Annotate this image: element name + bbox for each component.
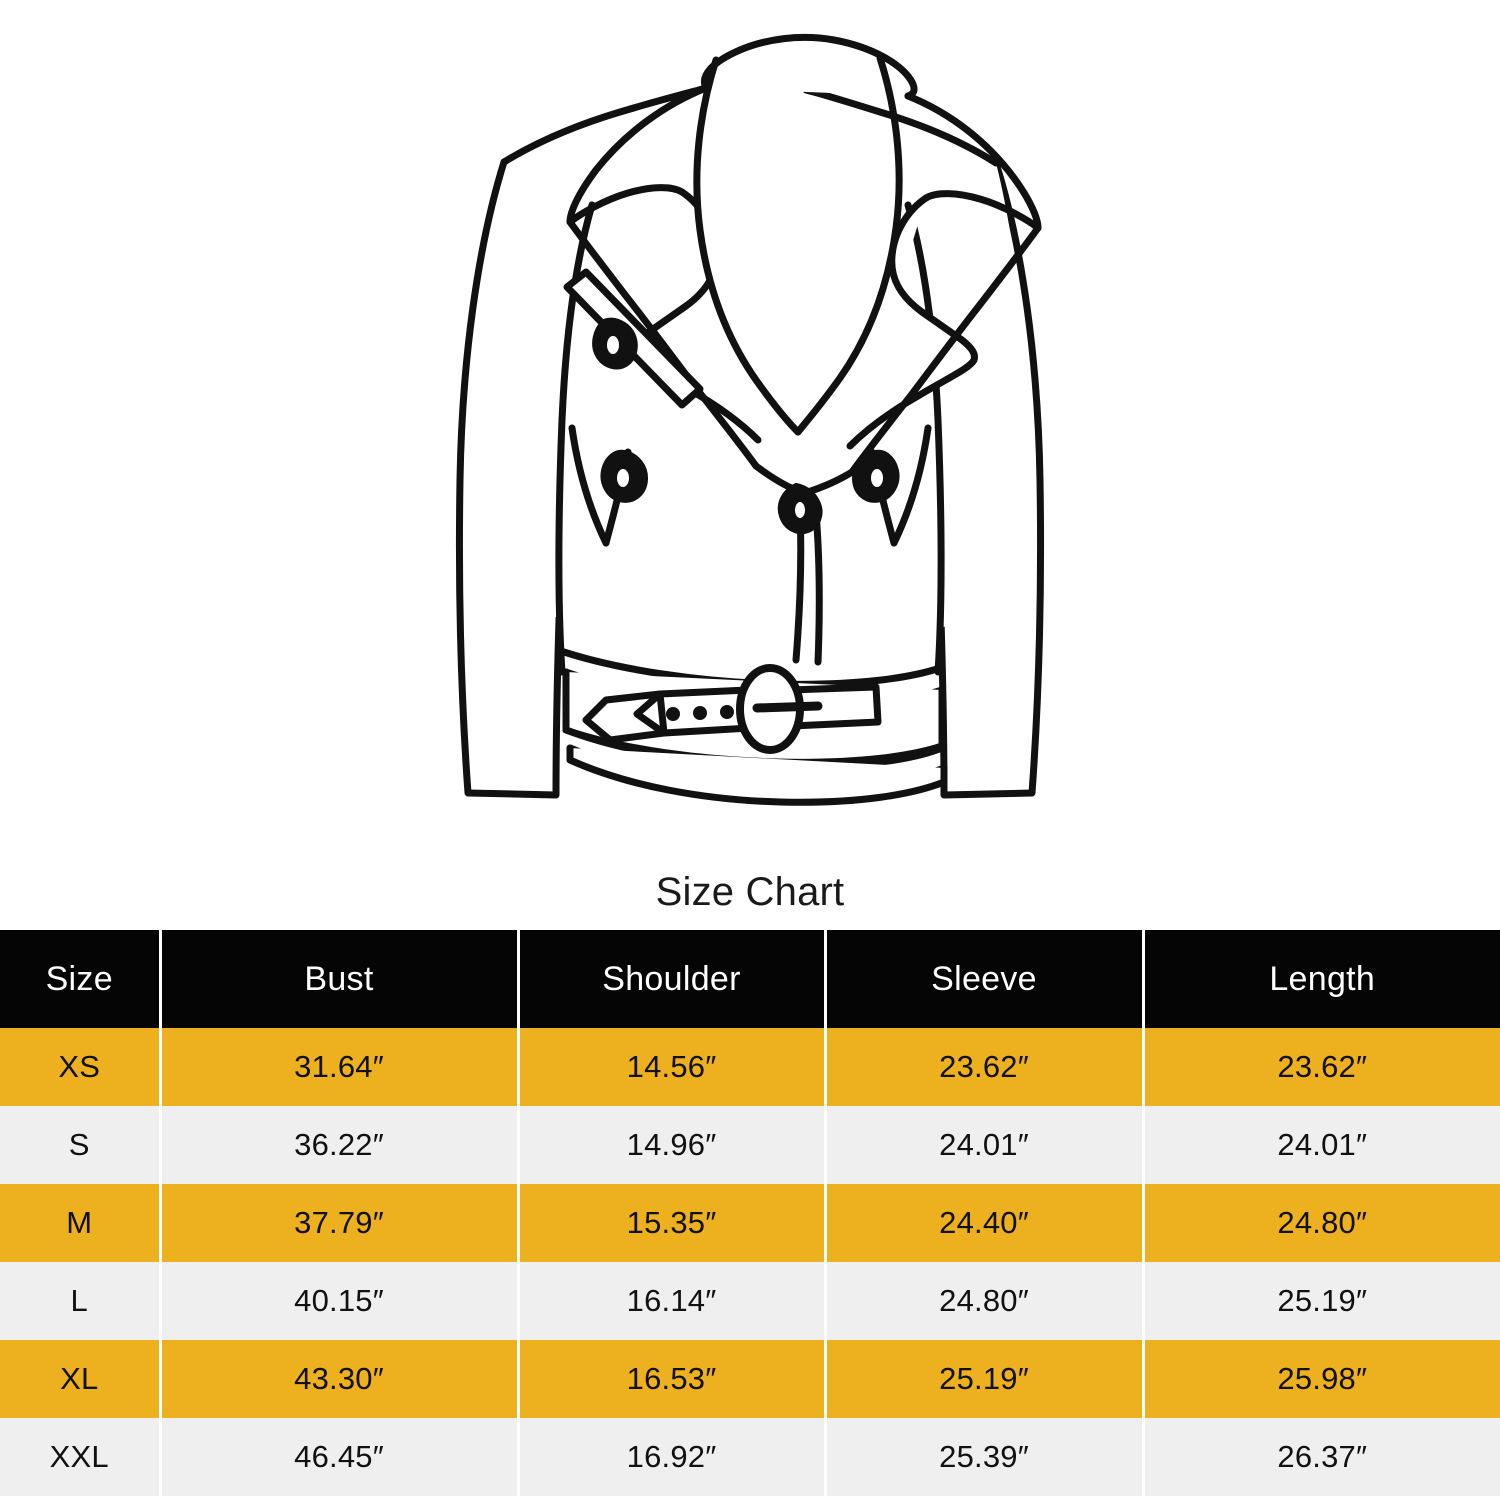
- cell-shoulder: 15.35″: [518, 1184, 827, 1262]
- table-row: M 37.79″ 15.35″ 24.40″ 24.80″: [0, 1184, 1500, 1262]
- column-header-shoulder: Shoulder: [518, 930, 827, 1028]
- table-body: XS 31.64″ 14.56″ 23.62″ 23.62″ S 36.22″ …: [0, 1028, 1500, 1496]
- biker-jacket-icon: [455, 33, 1045, 806]
- cell-sleeve: 25.19″: [825, 1340, 1145, 1418]
- cell-size: M: [0, 1184, 162, 1262]
- table-row: XXL 46.45″ 16.92″ 25.39″ 26.37″: [0, 1418, 1500, 1496]
- table-row: XS 31.64″ 14.56″ 23.62″ 23.62″: [0, 1028, 1500, 1106]
- cell-size: XS: [0, 1028, 162, 1106]
- cell-shoulder: 16.92″: [518, 1418, 827, 1496]
- cell-size: XXL: [0, 1418, 162, 1496]
- cell-shoulder: 14.56″: [518, 1028, 827, 1106]
- cell-length: 26.37″: [1143, 1418, 1500, 1496]
- cell-length: 25.98″: [1143, 1340, 1500, 1418]
- cell-length: 24.80″: [1143, 1184, 1500, 1262]
- cell-bust: 43.30″: [160, 1340, 520, 1418]
- table-row: XL 43.30″ 16.53″ 25.19″ 25.98″: [0, 1340, 1500, 1418]
- cell-size: L: [0, 1262, 162, 1340]
- cell-sleeve: 24.80″: [825, 1262, 1145, 1340]
- cell-length: 25.19″: [1143, 1262, 1500, 1340]
- cell-sleeve: 24.40″: [825, 1184, 1145, 1262]
- column-header-bust: Bust: [160, 930, 520, 1028]
- cell-sleeve: 24.01″: [825, 1106, 1145, 1184]
- table-header: Size Bust Shoulder Sleeve Length: [0, 930, 1500, 1028]
- cell-size: S: [0, 1106, 162, 1184]
- cell-bust: 36.22″: [160, 1106, 520, 1184]
- cell-sleeve: 23.62″: [825, 1028, 1145, 1106]
- jacket-illustration: [455, 33, 1045, 806]
- cell-bust: 31.64″: [160, 1028, 520, 1106]
- cell-length: 23.62″: [1143, 1028, 1500, 1106]
- table-row: S 36.22″ 14.96″ 24.01″ 24.01″: [0, 1106, 1500, 1184]
- cell-shoulder: 16.53″: [518, 1340, 827, 1418]
- cell-bust: 40.15″: [160, 1262, 520, 1340]
- header-row: Size Bust Shoulder Sleeve Length: [0, 930, 1500, 1028]
- column-header-length: Length: [1143, 930, 1500, 1028]
- size-chart-table: Size Bust Shoulder Sleeve Length XS 31.6…: [0, 930, 1500, 1496]
- cell-bust: 46.45″: [160, 1418, 520, 1496]
- cell-shoulder: 14.96″: [518, 1106, 827, 1184]
- cell-bust: 37.79″: [160, 1184, 520, 1262]
- column-header-size: Size: [0, 930, 162, 1028]
- table-row: L 40.15″ 16.14″ 24.80″ 25.19″: [0, 1262, 1500, 1340]
- cell-shoulder: 16.14″: [518, 1262, 827, 1340]
- cell-sleeve: 25.39″: [825, 1418, 1145, 1496]
- cell-length: 24.01″: [1143, 1106, 1500, 1184]
- column-header-sleeve: Sleeve: [825, 930, 1145, 1028]
- page-title: Size Chart: [0, 855, 1500, 930]
- cell-size: XL: [0, 1340, 162, 1418]
